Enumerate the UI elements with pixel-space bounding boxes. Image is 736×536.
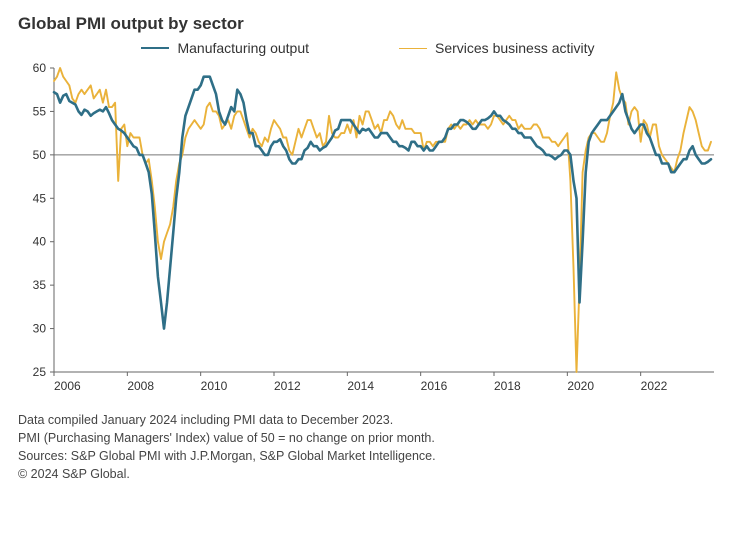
chart-container: Global PMI output by sector Manufacturin…	[0, 0, 736, 536]
line-chart: 25 30 35 40 45 50 55 60 2006 2008 2010 2012 2014 2016…	[18, 60, 718, 400]
svg-text:40: 40	[33, 235, 47, 249]
svg-text:2008: 2008	[127, 379, 154, 393]
footer-line: © 2024 S&P Global.	[18, 465, 718, 483]
chart-title: Global PMI output by sector	[18, 14, 718, 34]
svg-text:45: 45	[33, 191, 47, 205]
legend-swatch-manufacturing	[141, 47, 169, 49]
svg-text:35: 35	[33, 278, 47, 292]
svg-text:2022: 2022	[641, 379, 668, 393]
legend-label: Services business activity	[435, 40, 595, 56]
footer-line: PMI (Purchasing Managers' Index) value o…	[18, 429, 718, 447]
chart-footer: Data compiled January 2024 including PMI…	[18, 411, 718, 484]
chart-legend: Manufacturing output Services business a…	[18, 40, 718, 56]
legend-item-manufacturing: Manufacturing output	[141, 40, 309, 56]
legend-item-services: Services business activity	[399, 40, 595, 56]
legend-label: Manufacturing output	[177, 40, 309, 56]
svg-text:2018: 2018	[494, 379, 521, 393]
footer-line: Sources: S&P Global PMI with J.P.Morgan,…	[18, 447, 718, 465]
legend-swatch-services	[399, 48, 427, 49]
svg-text:60: 60	[33, 61, 47, 75]
footer-line: Data compiled January 2024 including PMI…	[18, 411, 718, 429]
svg-text:2016: 2016	[421, 379, 448, 393]
svg-text:55: 55	[33, 104, 47, 118]
svg-text:2012: 2012	[274, 379, 301, 393]
svg-text:2014: 2014	[347, 379, 374, 393]
svg-text:2010: 2010	[201, 379, 228, 393]
svg-text:2006: 2006	[54, 379, 81, 393]
svg-text:50: 50	[33, 148, 47, 162]
svg-text:2020: 2020	[567, 379, 594, 393]
svg-text:30: 30	[33, 322, 47, 336]
svg-text:25: 25	[33, 365, 47, 379]
